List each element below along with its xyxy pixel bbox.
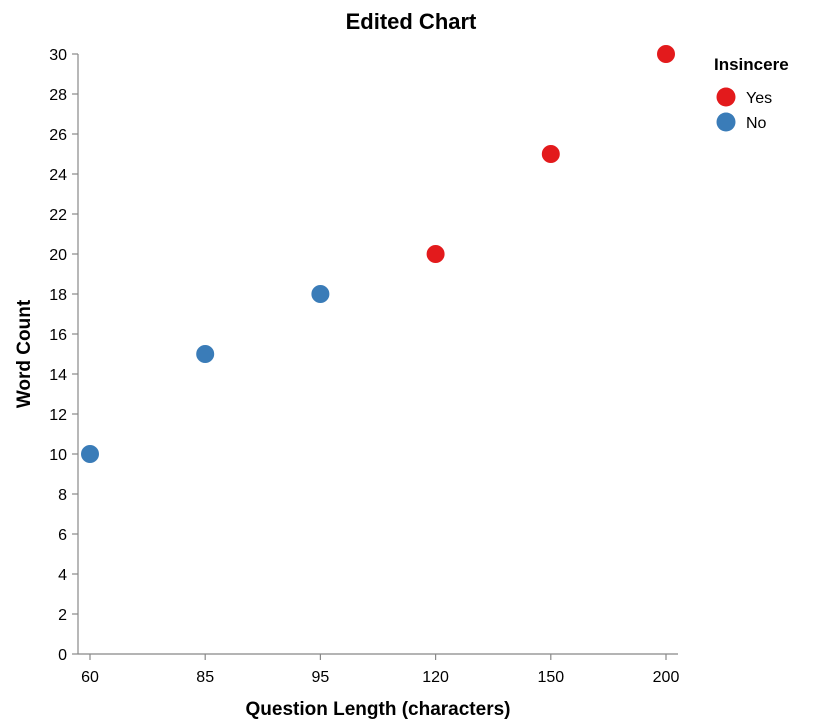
scatter-point-no [195,344,216,364]
x-tick-label: 200 [653,669,680,686]
scatter-point-yes [540,144,561,164]
x-tick-label: 120 [422,669,449,686]
y-axis-title: Word Count [14,299,35,408]
x-tick-label: 85 [196,669,214,686]
y-tick-label: 4 [58,567,67,584]
legend-label-yes: Yes [746,90,772,107]
y-tick-label: 14 [49,367,67,384]
x-tick-label: 60 [81,669,99,686]
chart-title: Edited Chart [346,9,477,34]
y-tick-label: 20 [49,247,67,264]
y-tick-label: 10 [49,447,67,464]
x-tick-label: 95 [312,669,330,686]
y-tick-label: 18 [49,287,67,304]
legend-symbol-no [716,112,736,132]
scatter-point-no [80,444,100,464]
y-tick-label: 28 [49,87,67,104]
legend-title: Insincere [714,55,789,74]
legend-symbol-yes [716,87,736,107]
y-tick-label: 30 [49,47,67,64]
y-tick-label: 12 [49,407,67,424]
y-tick-label: 6 [58,527,67,544]
y-tick-label: 16 [49,327,67,344]
x-axis-title: Question Length (characters) [246,699,511,720]
scatter-point-yes [656,44,676,64]
y-tick-label: 24 [49,167,67,184]
x-tick-label: 150 [537,669,564,686]
y-tick-label: 0 [58,647,67,664]
legend: Insincere Yes No [714,55,789,132]
y-tick-label: 22 [49,207,67,224]
data-points [80,44,676,464]
y-tick-label: 26 [49,127,67,144]
scatter-point-no [310,284,331,304]
y-tick-label: 8 [58,487,67,504]
x-axis: 60 85 95 120 150 200 [78,653,680,686]
scatter-point-yes [425,244,446,264]
y-tick-label: 2 [58,607,67,624]
legend-label-no: No [746,115,767,132]
